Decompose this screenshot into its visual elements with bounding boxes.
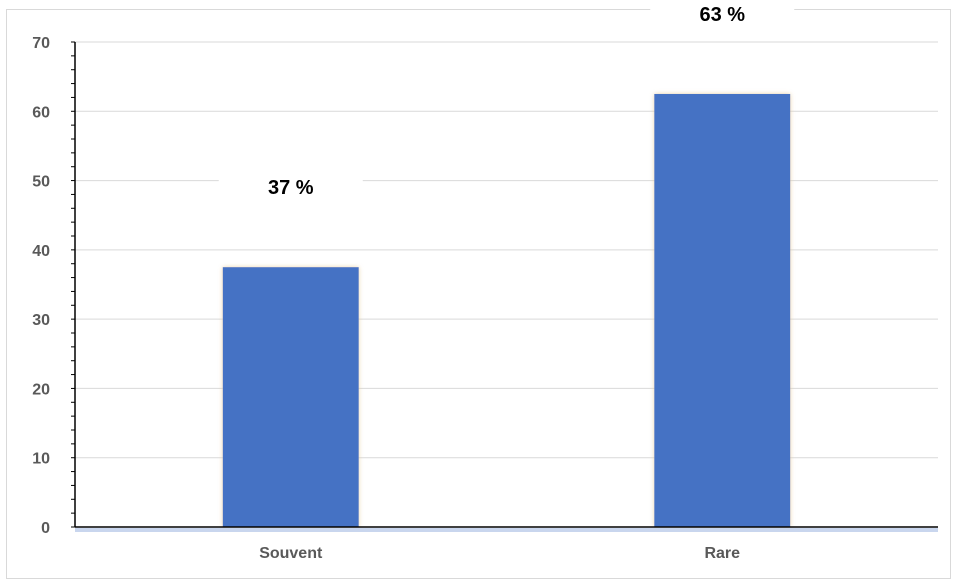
bars	[222, 93, 791, 527]
gridlines	[75, 41, 938, 459]
y-axis: 0 10 20 30 40 50 60 70	[32, 35, 76, 537]
y-tick-label: 50	[32, 174, 50, 191]
data-label-box	[650, 0, 795, 31]
y-tick-label: 60	[32, 104, 50, 121]
x-category-label: Souvent	[259, 545, 323, 562]
y-tick-label: 30	[32, 312, 50, 329]
data-label: 63 %	[699, 4, 745, 26]
y-tick-label: 70	[32, 35, 50, 52]
data-labels: 37 % 63 %	[218, 0, 795, 205]
chart-frame	[6, 9, 951, 579]
y-tick-label: 0	[41, 520, 50, 537]
y-tick-label: 10	[32, 451, 50, 468]
x-axis: Souvent Rare	[75, 526, 938, 562]
x-category-label: Rare	[704, 545, 740, 562]
data-label: 37 %	[268, 177, 314, 199]
y-tick-label: 40	[32, 243, 50, 260]
bar-souvent	[222, 267, 359, 527]
data-label-box	[218, 170, 363, 205]
y-tick-label: 20	[32, 381, 50, 398]
bar-rare	[654, 93, 791, 527]
